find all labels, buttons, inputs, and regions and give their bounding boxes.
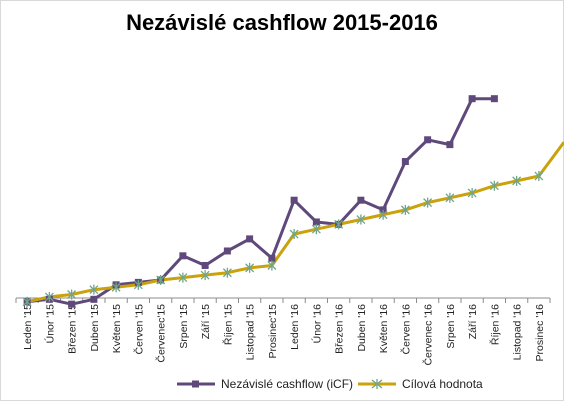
legend-swatch-icf <box>177 377 215 391</box>
data-point-icf <box>201 261 209 269</box>
data-point-target <box>400 204 410 215</box>
x-tick-label: Prosinec'15 <box>267 304 279 359</box>
data-point-target <box>22 296 32 307</box>
x-tick-label: Září '16 <box>467 304 479 339</box>
data-point-target <box>178 272 188 283</box>
data-point-target <box>423 197 433 208</box>
series-line-icf <box>26 97 495 306</box>
series-line-target <box>26 141 564 304</box>
x-tick-label: Květen '15 <box>111 304 123 353</box>
x-tick-label: Listopad '16 <box>512 304 524 360</box>
legend-swatch-target <box>358 377 396 391</box>
x-tick-label: Květen '16 <box>378 304 390 353</box>
data-point-icf <box>468 95 476 103</box>
data-point-target <box>378 209 388 220</box>
chart-title: Nezávislé cashflow 2015-2016 <box>126 10 438 35</box>
legend-label-target: Cílová hodnota <box>402 377 483 391</box>
data-point-target <box>133 279 143 290</box>
data-point-target <box>356 214 366 225</box>
x-tick-label: Srpen '15 <box>178 304 190 349</box>
x-tick-label: Červen '15 <box>132 304 145 355</box>
data-point-target <box>156 274 166 285</box>
data-point-target <box>512 175 522 186</box>
data-point-target <box>467 187 477 198</box>
x-tick-label: Prosinec '16 <box>534 304 546 362</box>
x-tick-label: Leden '15 <box>22 304 34 350</box>
data-point-icf <box>290 196 298 204</box>
x-tick-label: Březen '16 <box>334 304 346 354</box>
data-point-icf <box>68 300 76 308</box>
data-point-icf <box>424 136 432 144</box>
x-tick-label: Říjen '16 <box>488 304 501 345</box>
data-point-icf <box>446 141 454 149</box>
data-point-target <box>534 171 544 182</box>
data-point-icf <box>312 218 320 226</box>
x-tick-label: Červenec'15 <box>155 304 168 363</box>
chart-legend: Nezávislé cashflow (iCF) Cílová hodnota <box>0 377 564 395</box>
data-point-icf <box>490 95 498 103</box>
x-tick-label: Březen '15 <box>67 304 79 354</box>
x-tick-label: Srpen '16 <box>445 304 457 349</box>
legend-item-icf: Nezávislé cashflow (iCF) <box>177 377 353 391</box>
data-point-icf <box>246 235 254 243</box>
data-point-target <box>267 260 277 271</box>
x-tick-label: Leden '16 <box>289 304 301 350</box>
data-point-target <box>289 229 299 240</box>
data-point-target <box>67 289 77 300</box>
data-point-target <box>334 219 344 230</box>
data-point-icf <box>268 254 276 262</box>
data-point-target <box>445 192 455 203</box>
x-tick-label: Červen '16 <box>399 304 412 355</box>
legend-label-icf: Nezávislé cashflow (iCF) <box>221 377 354 391</box>
x-tick-label: Listopad '15 <box>245 304 257 360</box>
data-point-icf <box>401 158 409 166</box>
x-tick-label: Únor '16 <box>310 304 323 344</box>
data-point-icf <box>90 295 98 303</box>
data-point-target <box>311 224 321 235</box>
x-tick-label: Říjen '15 <box>221 304 234 345</box>
data-point-icf <box>357 196 365 204</box>
x-tick-label: Červenec '16 <box>422 304 435 366</box>
data-point-target <box>111 282 121 293</box>
data-point-icf <box>179 252 187 260</box>
data-point-target <box>222 267 232 278</box>
x-tick-label: Duben '15 <box>89 304 101 352</box>
data-point-target <box>200 270 210 281</box>
x-tick-label: Únor '15 <box>43 304 56 344</box>
data-point-target <box>89 284 99 295</box>
x-tick-label: Duben '16 <box>356 304 368 352</box>
data-point-icf <box>223 247 231 255</box>
data-point-target <box>44 291 54 302</box>
x-tick-label: Září '15 <box>200 304 212 339</box>
data-point-target <box>245 262 255 273</box>
legend-item-target: Cílová hodnota <box>358 377 483 391</box>
data-point-target <box>489 180 499 191</box>
